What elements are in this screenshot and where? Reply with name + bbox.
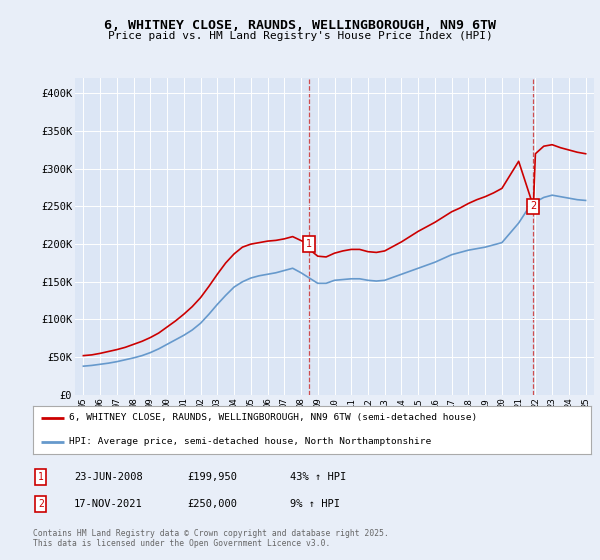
Text: 6, WHITNEY CLOSE, RAUNDS, WELLINGBOROUGH, NN9 6TW (semi-detached house): 6, WHITNEY CLOSE, RAUNDS, WELLINGBOROUGH… xyxy=(69,413,478,422)
Text: Price paid vs. HM Land Registry's House Price Index (HPI): Price paid vs. HM Land Registry's House … xyxy=(107,31,493,41)
Text: 1: 1 xyxy=(306,239,312,249)
Text: 43% ↑ HPI: 43% ↑ HPI xyxy=(290,472,346,482)
Text: 9% ↑ HPI: 9% ↑ HPI xyxy=(290,499,340,509)
Text: £250,000: £250,000 xyxy=(188,499,238,509)
Text: £199,950: £199,950 xyxy=(188,472,238,482)
Text: Contains HM Land Registry data © Crown copyright and database right 2025.
This d: Contains HM Land Registry data © Crown c… xyxy=(33,529,389,548)
Text: 17-NOV-2021: 17-NOV-2021 xyxy=(74,499,143,509)
Text: 1: 1 xyxy=(38,472,44,482)
Text: 6, WHITNEY CLOSE, RAUNDS, WELLINGBOROUGH, NN9 6TW: 6, WHITNEY CLOSE, RAUNDS, WELLINGBOROUGH… xyxy=(104,18,496,32)
Text: 23-JUN-2008: 23-JUN-2008 xyxy=(74,472,143,482)
Text: 2: 2 xyxy=(530,202,536,212)
Text: 2: 2 xyxy=(38,499,44,509)
Text: HPI: Average price, semi-detached house, North Northamptonshire: HPI: Average price, semi-detached house,… xyxy=(69,437,431,446)
